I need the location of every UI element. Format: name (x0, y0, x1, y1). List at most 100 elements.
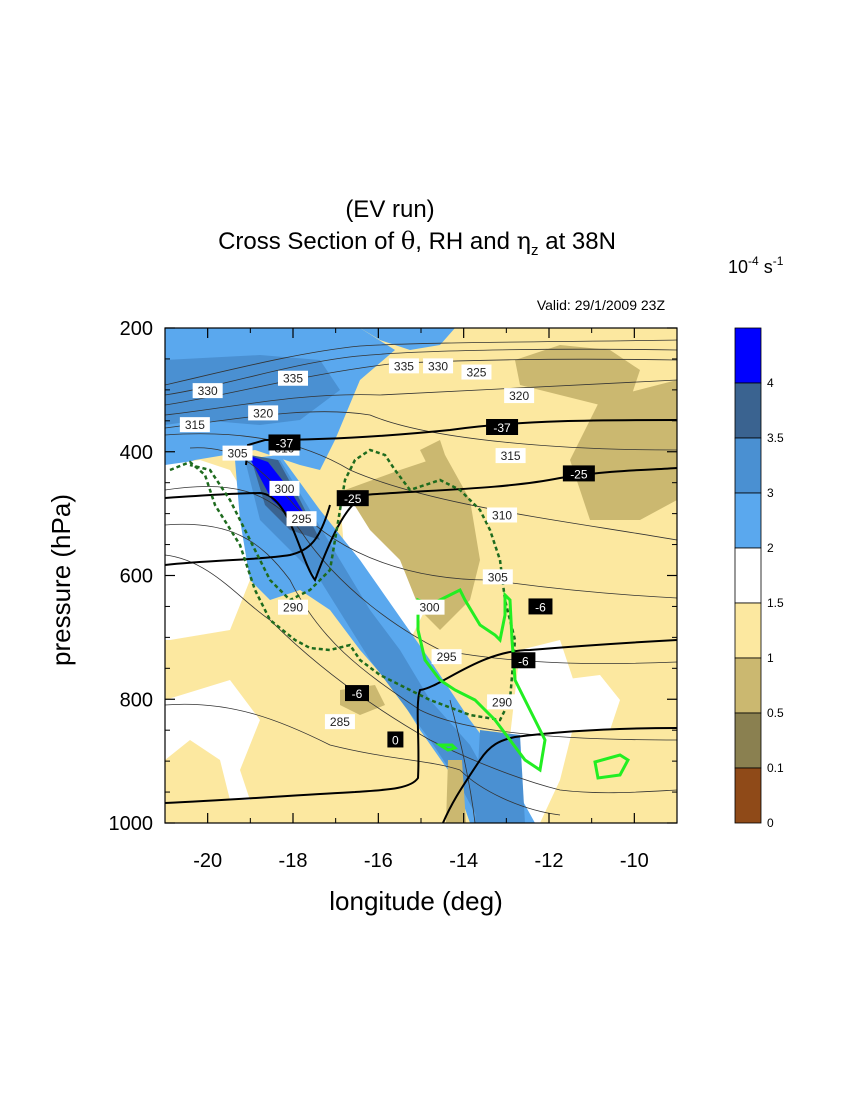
rh-solid-contours (416, 587, 630, 780)
y-tick-label: 400 (120, 442, 153, 464)
white-region-left (165, 460, 260, 640)
temperature-contour-lines (165, 419, 677, 823)
temperature-contour-label: 0 (392, 733, 399, 747)
colorbar-label: 0.5 (767, 706, 784, 720)
colorbar-swatch (734, 492, 762, 549)
colorbar-label: 0 (767, 816, 774, 830)
theta-label-box (324, 714, 355, 730)
units-base: 10 (728, 257, 748, 277)
temperature-contour-label: -37 (276, 436, 294, 450)
theta-contour-label: 285 (330, 715, 350, 729)
theta-contour-label: 300 (420, 601, 440, 615)
eta-z-filled-field (165, 328, 677, 823)
theta-label-box (487, 507, 518, 523)
rh-solid-small (593, 753, 630, 780)
contour-labels: 3353353303303253203203153153103103053053… (179, 358, 595, 748)
temperature-line (165, 639, 677, 804)
white-region-center-low (505, 640, 580, 823)
x-tick-label: -12 (535, 850, 564, 872)
theta-contour-label: 325 (466, 366, 486, 380)
temperature-contour-label: -37 (493, 421, 511, 435)
blue-band-inner (245, 460, 510, 823)
x-tick-label: -18 (279, 850, 308, 872)
theta-contour-label: 290 (492, 695, 512, 709)
colorbar-label: 2 (767, 541, 774, 555)
units-s: s (759, 257, 773, 277)
theta-line (189, 447, 677, 599)
theta-contour-label: 295 (437, 650, 457, 664)
colorbar-label: 0.1 (767, 761, 784, 775)
theta-contour-label: 315 (185, 418, 205, 432)
units-exp: -4 (748, 254, 759, 268)
y-tick-label: 1000 (109, 813, 154, 835)
colorbar-swatch (734, 437, 762, 494)
rh-solid-line (416, 587, 547, 773)
theta-line (449, 699, 476, 823)
theta-label-box (286, 511, 317, 527)
valid-time: Valid: 29/1/2009 23Z (537, 297, 666, 313)
theta-contour-label: 305 (228, 447, 248, 461)
y-tick-label: 800 (120, 689, 153, 711)
theta-label-box (248, 405, 279, 421)
theta-contour-label: 305 (488, 570, 508, 584)
x-axis-label: longitude (deg) (329, 886, 502, 916)
theta-line (165, 554, 677, 794)
tan-region-upper-right (515, 345, 640, 405)
theta-contour-label: 315 (501, 449, 521, 463)
theta-label-box (504, 388, 535, 404)
theta-label-box (179, 417, 210, 433)
title-theta: θ (401, 227, 415, 255)
units-sexp: -1 (773, 254, 784, 268)
rh-dashed-contours (169, 448, 517, 722)
colorbar-swatch (734, 602, 762, 659)
temperature-label-box (486, 419, 519, 435)
colorbar-units: 10-4 s-1 (728, 254, 784, 277)
title-suffix: at 38N (539, 228, 616, 255)
temperature-line (245, 419, 677, 466)
theta-label-box (278, 599, 308, 615)
title-mid: , RH and (415, 228, 516, 255)
y-axis-label: pressure (hPa) (46, 494, 76, 666)
theta-line (165, 411, 677, 451)
colorbar-label: 1.5 (767, 596, 784, 610)
temperature-label-box (528, 598, 553, 615)
theta-contour-label: 320 (253, 406, 273, 420)
rh-dashed-line (169, 448, 517, 722)
theta-contour-label: 320 (509, 389, 529, 403)
temperature-line (165, 504, 331, 566)
theta-label-box (278, 370, 308, 386)
theta-contour-label: 295 (292, 512, 312, 526)
theta-label-box (461, 364, 492, 380)
title-prefix: Cross Section of (218, 228, 401, 255)
theta-contour-label: 330 (428, 359, 448, 373)
theta-line (165, 703, 561, 816)
theta-label-box (222, 445, 253, 461)
theta-contour-label: 330 (198, 384, 218, 398)
temperature-label-box (562, 465, 595, 482)
blue-region-top-strip (360, 328, 455, 350)
tan-region-center-top (420, 440, 450, 480)
y-tick-label: 600 (120, 566, 153, 588)
temperature-label-box (511, 652, 536, 669)
x-tick-label: -10 (620, 850, 649, 872)
colorbar-label: 4 (767, 376, 774, 390)
temperature-label-box (387, 731, 404, 748)
colorbar-label: 3 (767, 486, 774, 500)
rh-solid-tiny (434, 743, 458, 752)
theta-contour-label: 290 (283, 601, 303, 615)
temperature-label-box (268, 434, 301, 451)
colorbar-label: 1 (767, 651, 774, 665)
tan-region-right (570, 380, 677, 520)
colorbar: 4 3.5 3 2 1.5 1 0.5 0.1 0 (734, 327, 784, 830)
temperature-contour-label: -6 (535, 600, 546, 614)
theta-line (165, 433, 677, 541)
title-run: (EV run) (345, 196, 434, 223)
temperature-contour-label: -6 (352, 687, 363, 701)
theta-label-box (487, 694, 518, 710)
temperature-contour-label: -6 (518, 654, 529, 668)
x-tick-label: -20 (193, 850, 222, 872)
tan-region-center (345, 455, 480, 630)
theta-label-box (495, 448, 526, 464)
temperature-line (441, 727, 677, 823)
